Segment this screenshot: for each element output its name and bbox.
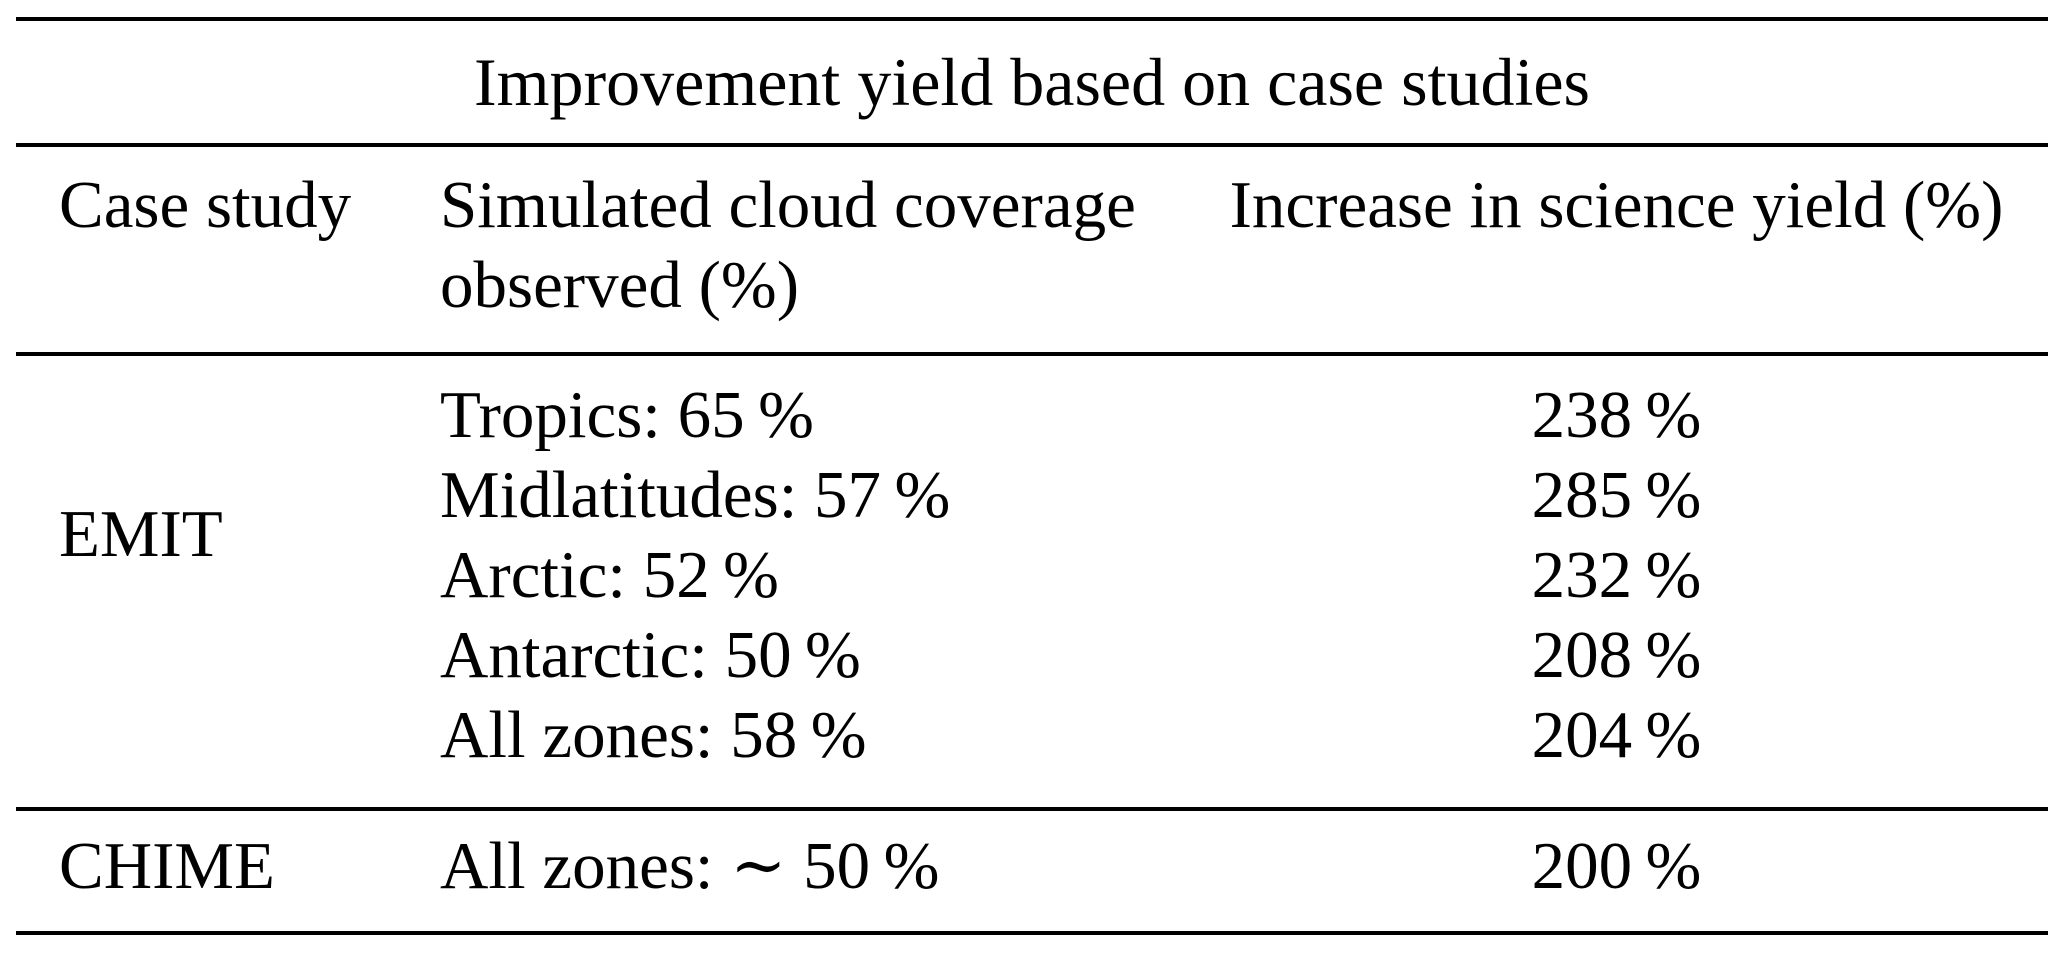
header-cloud-coverage: Simulated cloud coverage observed (%) xyxy=(440,147,1219,352)
table-rule-below-header xyxy=(16,352,2048,356)
chime-yield-cell: 200 % xyxy=(1219,811,2048,931)
table-rule-top xyxy=(16,17,2048,21)
header-cloud-coverage-line2: observed (%) xyxy=(440,248,800,322)
emit-coverage-antarctic: Antarctic: 50 % xyxy=(440,618,861,692)
header-science-yield-label: Increase in science yield (%) xyxy=(1229,168,2004,242)
emit-yield-antarctic: 208 % xyxy=(1531,618,1702,692)
header-science-yield: Increase in science yield (%) xyxy=(1219,147,2048,352)
table-rule-below-emit xyxy=(16,807,2048,811)
header-cloud-coverage-line1: Simulated cloud coverage xyxy=(440,168,1136,242)
table-header-row: Case study Simulated cloud coverage obse… xyxy=(16,147,2048,352)
table-rule-below-title xyxy=(16,143,2048,147)
emit-case-study-label: EMIT xyxy=(59,497,223,571)
emit-coverage-arctic: Arctic: 52 % xyxy=(440,538,779,612)
emit-yield-cell: 238 % 285 % 232 % 208 % 204 % xyxy=(1219,356,2048,807)
chime-yield-all-zones: 200 % xyxy=(1531,829,1702,903)
case-study-table: Improvement yield based on case studies … xyxy=(16,17,2048,935)
emit-yield-all-zones: 204 % xyxy=(1531,698,1702,772)
emit-coverage-midlatitudes: Midlatitudes: 57 % xyxy=(440,458,951,532)
emit-yield-arctic: 232 % xyxy=(1531,538,1702,612)
table-row-emit: EMIT Tropics: 65 % Midlatitudes: 57 % Ar… xyxy=(16,356,2048,807)
header-case-study: Case study xyxy=(16,147,440,352)
emit-coverage-all-zones: All zones: 58 % xyxy=(440,698,867,772)
emit-yield-tropics: 238 % xyxy=(1531,378,1702,452)
chime-case-study-label: CHIME xyxy=(59,829,275,903)
chime-coverage-all-zones: All zones: ∼ 50 % xyxy=(440,829,940,903)
emit-coverage-tropics: Tropics: 65 % xyxy=(440,378,814,452)
table-rule-bottom xyxy=(16,931,2048,935)
chime-coverage-cell: All zones: ∼ 50 % xyxy=(440,811,1219,931)
header-case-study-label: Case study xyxy=(59,168,352,242)
emit-case-study-cell: EMIT xyxy=(16,356,440,807)
emit-coverage-cell: Tropics: 65 % Midlatitudes: 57 % Arctic:… xyxy=(440,356,1219,807)
chime-case-study-cell: CHIME xyxy=(16,811,440,931)
emit-yield-midlatitudes: 285 % xyxy=(1531,458,1702,532)
table-title-row: Improvement yield based on case studies xyxy=(16,21,2048,143)
table-title: Improvement yield based on case studies xyxy=(473,44,1591,120)
table-row-chime: CHIME All zones: ∼ 50 % 200 % xyxy=(16,811,2048,931)
